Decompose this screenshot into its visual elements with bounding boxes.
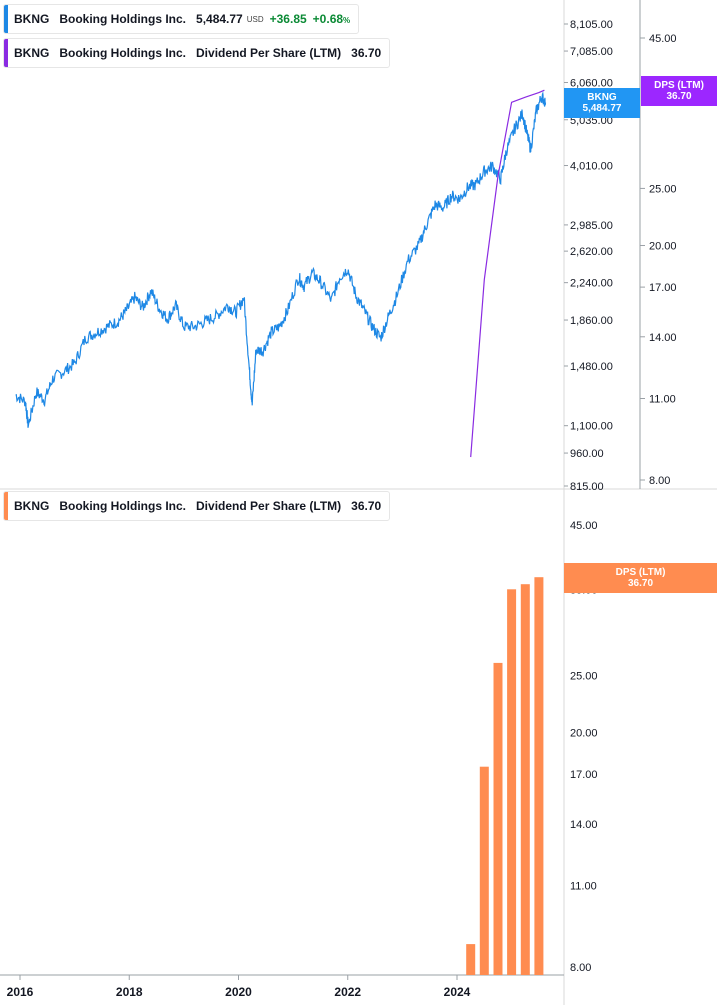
price-tick-label: 1,100.00 bbox=[570, 421, 613, 433]
dps-tick-label: 14.00 bbox=[649, 332, 677, 344]
price-tick-label: 2,620.00 bbox=[570, 246, 613, 258]
dps-bottom-last-value-tag: DPS (LTM) 36.70 bbox=[564, 563, 717, 593]
price-series bbox=[15, 91, 547, 428]
time-tick-label: 2024 bbox=[444, 985, 471, 999]
dps-line-series bbox=[470, 89, 545, 458]
legend-dps-top-swatch bbox=[4, 39, 8, 67]
dps-bottom-tag-label: DPS (LTM) bbox=[615, 567, 666, 578]
time-tick-label: 2020 bbox=[225, 985, 252, 999]
bar-pane-tick-label: 20.00 bbox=[570, 728, 598, 740]
dps-bar bbox=[520, 584, 530, 975]
dps-bar bbox=[466, 944, 476, 975]
dps-bar-series bbox=[466, 577, 544, 975]
price-tick-label: 1,480.00 bbox=[570, 361, 613, 373]
dps-tick-label: 17.00 bbox=[649, 282, 677, 294]
time-tick-label: 2022 bbox=[334, 985, 361, 999]
price-tick-label: 8,105.00 bbox=[570, 19, 613, 31]
dps-bar bbox=[534, 577, 544, 975]
price-tick-label: 2,240.00 bbox=[570, 278, 613, 290]
bar-pane-tick-label: 8.00 bbox=[570, 962, 591, 974]
price-tag-ticker: BKNG bbox=[587, 92, 617, 103]
legend-price-pct-sign: % bbox=[343, 16, 351, 25]
price-last-value-tag: BKNG 5,484.77 bbox=[564, 88, 640, 118]
bar-pane-tick-label: 11.00 bbox=[570, 881, 597, 893]
legend-price-change-pct-value: +0.68 bbox=[312, 12, 344, 26]
price-tick-label: 815.00 bbox=[570, 481, 604, 493]
bar-pane-tick-label: 14.00 bbox=[570, 819, 598, 831]
price-tick-label: 2,985.00 bbox=[570, 220, 613, 232]
price-tick-label: 7,085.00 bbox=[570, 46, 613, 58]
time-tick-label: 2016 bbox=[7, 985, 34, 999]
dps-tick-label: 8.00 bbox=[649, 475, 670, 487]
dps-line bbox=[470, 89, 545, 458]
legend-dps-top-name: Booking Holdings Inc. bbox=[59, 46, 187, 60]
legend-dps-bottom-ticker: BKNG bbox=[14, 499, 50, 513]
price-tick-label: 960.00 bbox=[570, 448, 604, 460]
legend-price[interactable]: BKNG Booking Holdings Inc. 5,484.77 USD … bbox=[3, 4, 360, 34]
price-tick-label: 6,060.00 bbox=[570, 77, 613, 89]
legend-dps-top-ticker: BKNG bbox=[14, 46, 50, 60]
price-line bbox=[15, 91, 547, 428]
price-tick-label: 4,010.00 bbox=[570, 161, 613, 173]
legend-dps-bottom-value: 36.70 bbox=[351, 499, 382, 513]
dps-tick-label: 20.00 bbox=[649, 241, 677, 253]
price-tag-value: 5,484.77 bbox=[582, 103, 622, 114]
dps-bar bbox=[507, 589, 517, 975]
dps-top-tag-label: DPS (LTM) bbox=[654, 80, 704, 91]
legend-price-currency: USD bbox=[246, 14, 264, 24]
legend-price-ticker: BKNG bbox=[14, 12, 50, 26]
legend-dps-bottom-metric: Dividend Per Share (LTM) bbox=[196, 499, 342, 513]
dps-tick-label: 45.00 bbox=[649, 33, 677, 45]
dps-bottom-tag-value: 36.70 bbox=[627, 578, 654, 589]
legend-price-swatch bbox=[4, 5, 8, 33]
dps-top-last-value-tag: DPS (LTM) 36.70 bbox=[641, 76, 717, 106]
legend-price-change: +36.85 bbox=[269, 12, 307, 26]
dps-top-tag-value: 36.70 bbox=[666, 91, 692, 102]
price-tick-label: 1,860.00 bbox=[570, 315, 613, 327]
dps-bar bbox=[479, 766, 489, 975]
dps-tick-label: 25.00 bbox=[649, 183, 677, 195]
bar-pane-tick-label: 17.00 bbox=[570, 769, 598, 781]
legend-price-name: Booking Holdings Inc. bbox=[59, 12, 187, 26]
time-tick-label: 2018 bbox=[116, 985, 143, 999]
legend-dps-top[interactable]: BKNG Booking Holdings Inc. Dividend Per … bbox=[3, 38, 391, 68]
legend-dps-top-metric: Dividend Per Share (LTM) bbox=[196, 46, 342, 60]
legend-dps-bottom-name: Booking Holdings Inc. bbox=[59, 499, 187, 513]
legend-dps-top-value: 36.70 bbox=[351, 46, 382, 60]
dps-bar bbox=[493, 662, 503, 975]
dps-tick-label: 11.00 bbox=[649, 394, 676, 406]
legend-price-change-pct: +0.68% bbox=[313, 12, 351, 26]
bar-pane-tick-label: 45.00 bbox=[570, 520, 598, 532]
legend-dps-bottom[interactable]: BKNG Booking Holdings Inc. Dividend Per … bbox=[3, 491, 391, 521]
legend-price-value: 5,484.77 bbox=[196, 12, 243, 26]
bar-pane-tick-label: 25.00 bbox=[570, 670, 598, 682]
legend-dps-bottom-swatch bbox=[4, 492, 8, 520]
